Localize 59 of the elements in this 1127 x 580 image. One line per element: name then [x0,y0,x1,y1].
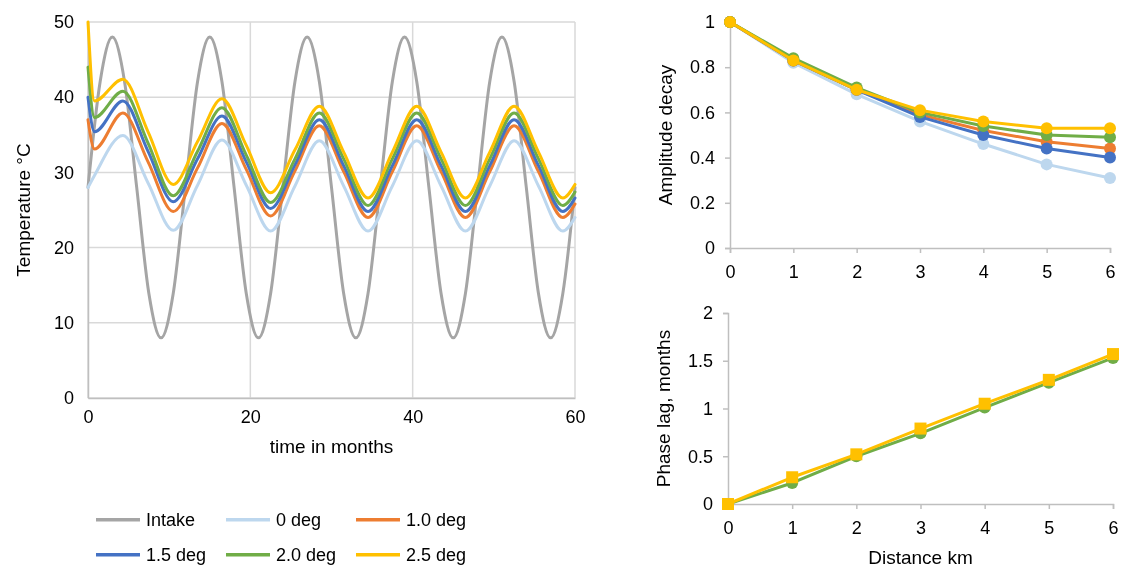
y-tick-label: 0.6 [689,102,715,123]
x-tick-label: 5 [1042,261,1053,282]
legend-label: 0 deg [276,509,322,530]
y-axis-title: Amplitude decay [655,64,676,206]
point [977,115,990,128]
line-series [86,95,577,213]
point [786,471,799,484]
y-tick-label: 0.2 [689,193,715,214]
x-tick-label: 0 [725,261,736,282]
x-tick-label: 40 [403,406,424,427]
legend-label: 1.5 deg [146,544,207,565]
legend-label: Intake [146,509,196,530]
point [1104,171,1116,184]
x-tick-label: 0 [723,517,734,538]
line-series [86,134,577,233]
y-tick-label: 0 [63,388,74,409]
x-tick-label: 6 [1105,261,1116,282]
line-series [86,65,577,207]
point [978,397,991,410]
y-tick-label: 10 [53,313,74,334]
y-tick-label: 20 [53,237,74,258]
point [1040,158,1053,171]
y-tick-label: 1 [704,12,715,33]
y-axis-title: Phase lag, months [653,329,674,488]
x-tick-label: 4 [978,261,989,282]
y-axis-title: Temperature °C [13,143,34,277]
point [1040,142,1053,155]
line-series [86,111,577,220]
legend-label: 2.0 deg [276,544,337,565]
x-tick-label: 2 [851,517,862,538]
point [1104,122,1116,135]
legend-label: 1.0 deg [406,509,467,530]
x-tick-label: 1 [788,261,799,282]
x-tick-label: 1 [787,517,798,538]
x-tick-label: 20 [240,406,261,427]
y-tick-label: 40 [53,87,74,108]
y-tick-label: 1.5 [687,351,713,372]
x-tick-label: 2 [852,261,863,282]
legend-label: 2.5 deg [406,544,467,565]
x-tick-label: 3 [915,261,926,282]
x-axis-title: Distance km [868,546,973,568]
point [914,422,927,435]
x-tick-label: 60 [565,406,586,427]
x-tick-label: 5 [1044,517,1055,538]
y-tick-label: 0 [702,494,713,515]
y-tick-label: 2 [702,303,713,324]
y-tick-label: 50 [53,12,74,33]
x-tick-label: 3 [915,517,927,538]
y-tick-label: 0.8 [689,57,715,78]
x-tick-label: 0 [83,406,94,427]
point [1040,122,1053,135]
y-tick-label: 30 [53,162,74,183]
x-axis-title: time in months [269,435,394,457]
y-tick-label: 0 [704,238,715,259]
x-tick-label: 6 [1108,517,1119,538]
y-tick-label: 0.5 [687,446,713,467]
x-tick-label: 4 [980,517,991,538]
point [1104,151,1116,164]
y-tick-label: 0.4 [689,147,715,168]
